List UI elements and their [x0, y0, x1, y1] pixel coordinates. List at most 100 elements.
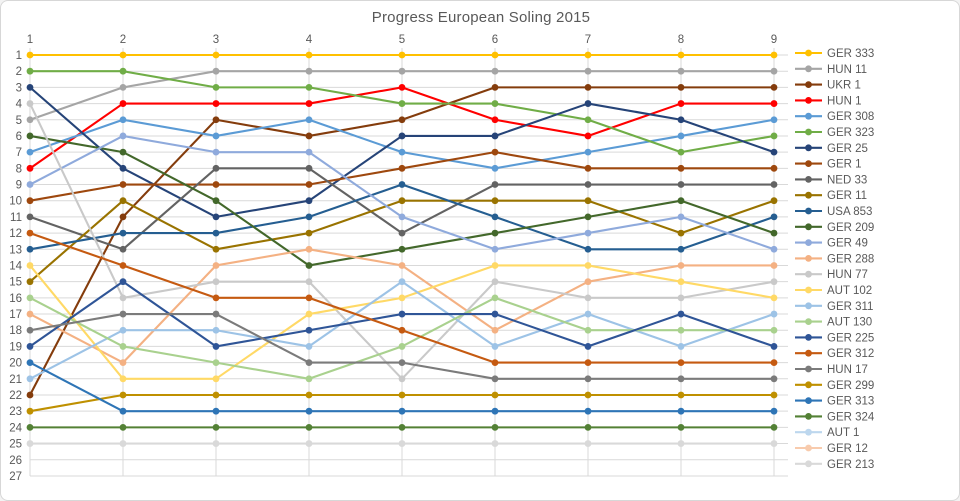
data-point-marker [26, 100, 34, 107]
legend-label: HUN 1 [827, 95, 862, 107]
data-point-marker [677, 310, 685, 318]
series-ger-311 [26, 278, 778, 383]
data-point-marker [584, 343, 592, 350]
data-point-marker [119, 407, 127, 415]
data-point-marker [491, 148, 499, 156]
data-point-marker [212, 100, 220, 107]
data-point-marker [491, 423, 499, 431]
data-point-marker [26, 262, 34, 269]
data-point-marker [491, 229, 499, 237]
data-point-marker [491, 310, 499, 318]
y-axis-tick-label: 24 [9, 422, 22, 434]
data-point-marker [305, 343, 313, 350]
x-axis-tick-label: 2 [120, 34, 126, 46]
series-ger-323 [26, 67, 778, 156]
data-point-marker [398, 326, 406, 334]
data-point-marker [677, 67, 685, 75]
data-point-marker [119, 326, 127, 334]
data-point-marker [305, 407, 313, 415]
data-point-marker [26, 440, 34, 447]
data-point-marker [119, 100, 127, 107]
data-point-marker [119, 359, 127, 367]
series-usa-853 [26, 181, 778, 253]
legend-label: GER 308 [827, 111, 874, 123]
data-point-marker [491, 197, 499, 205]
data-point-marker [26, 197, 34, 205]
legend-item: GER 311 [795, 301, 873, 313]
y-axis-tick-label: 15 [9, 277, 22, 289]
data-point-marker [677, 375, 685, 383]
data-point-marker [584, 278, 592, 286]
legend-item: UKR 1 [795, 80, 861, 92]
data-point-marker [119, 245, 127, 253]
y-axis-tick-label: 19 [9, 341, 22, 353]
data-point-marker [212, 407, 220, 415]
legend-marker-swatch [805, 112, 812, 120]
data-point-marker [305, 326, 313, 334]
y-axis-tick-label: 2 [16, 66, 22, 78]
data-point-marker [119, 213, 127, 221]
data-point-marker [119, 116, 127, 124]
legend-label: NED 33 [827, 174, 867, 186]
x-axis-tick-label: 4 [306, 34, 313, 46]
y-axis-tick-label: 1 [16, 50, 22, 62]
data-point-marker [119, 181, 127, 188]
data-point-marker [398, 294, 406, 302]
y-axis-tick-label: 18 [9, 325, 22, 337]
legend-item: GER 308 [795, 111, 874, 123]
data-point-marker [212, 262, 220, 269]
data-point-marker [305, 213, 313, 221]
data-point-marker [677, 83, 685, 91]
data-point-marker [584, 181, 592, 188]
data-point-marker [677, 440, 685, 447]
legend-label: GER 209 [827, 222, 874, 234]
legend-item: GER 313 [795, 396, 874, 408]
data-point-marker [26, 278, 34, 286]
data-point-marker [491, 375, 499, 383]
data-point-marker [26, 132, 34, 140]
data-point-marker [398, 245, 406, 253]
data-point-marker [491, 67, 499, 75]
legend-marker-swatch [805, 97, 812, 104]
data-point-marker [26, 391, 34, 399]
data-point-marker [584, 132, 592, 140]
data-point-marker [677, 213, 685, 221]
data-point-marker [212, 67, 220, 75]
data-point-marker [584, 100, 592, 107]
data-point-marker [770, 148, 778, 156]
series-ger-225 [26, 278, 778, 350]
data-point-marker [119, 310, 127, 318]
data-point-marker [119, 375, 127, 383]
data-point-marker [770, 391, 778, 399]
data-point-marker [398, 375, 406, 383]
data-point-marker [398, 51, 406, 59]
legend-marker-swatch [805, 460, 812, 468]
data-point-marker [398, 100, 406, 107]
data-point-marker [677, 294, 685, 302]
data-point-marker [212, 294, 220, 302]
data-point-marker [305, 116, 313, 124]
legend-marker-swatch [805, 428, 812, 436]
y-axis-tick-label: 22 [9, 390, 22, 402]
data-point-marker [491, 213, 499, 221]
data-point-marker [677, 164, 685, 172]
legend-label: GER 25 [827, 143, 868, 155]
legend-item: GER 324 [795, 411, 875, 423]
chart-title: Progress European Soling 2015 [371, 9, 591, 26]
data-point-marker [770, 359, 778, 367]
data-point-marker [212, 326, 220, 334]
data-point-marker [491, 181, 499, 188]
data-point-marker [212, 375, 220, 383]
data-point-marker [398, 67, 406, 75]
data-point-marker [770, 213, 778, 221]
legend-item: NED 33 [795, 174, 867, 186]
data-point-marker [677, 278, 685, 286]
data-point-marker [770, 229, 778, 237]
data-point-marker [26, 359, 34, 367]
legend-item: HUN 11 [795, 64, 867, 76]
data-point-marker [119, 343, 127, 350]
y-axis-tick-label: 9 [16, 180, 22, 192]
legend-label: GER 324 [827, 411, 875, 423]
